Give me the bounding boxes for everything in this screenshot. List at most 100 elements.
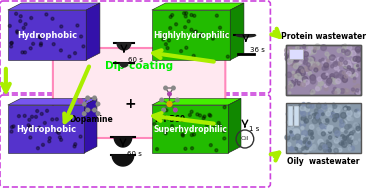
- Circle shape: [338, 70, 340, 72]
- Polygon shape: [152, 105, 228, 153]
- Circle shape: [79, 135, 82, 138]
- Circle shape: [192, 54, 195, 57]
- Circle shape: [297, 59, 302, 65]
- Circle shape: [327, 59, 330, 62]
- Circle shape: [344, 122, 346, 124]
- Circle shape: [303, 138, 307, 141]
- Circle shape: [342, 75, 346, 78]
- Circle shape: [302, 77, 308, 82]
- Circle shape: [86, 108, 90, 112]
- Circle shape: [347, 116, 351, 120]
- Text: Oil: Oil: [241, 136, 249, 142]
- Circle shape: [342, 77, 348, 82]
- Polygon shape: [112, 155, 134, 166]
- Circle shape: [187, 20, 190, 23]
- Circle shape: [346, 45, 352, 50]
- Circle shape: [10, 45, 13, 48]
- Circle shape: [356, 89, 359, 92]
- Circle shape: [331, 74, 333, 77]
- Circle shape: [223, 106, 226, 109]
- Circle shape: [153, 122, 156, 125]
- Circle shape: [215, 149, 218, 152]
- Circle shape: [23, 114, 26, 117]
- Circle shape: [358, 68, 360, 71]
- Circle shape: [51, 118, 54, 121]
- Circle shape: [302, 60, 306, 63]
- Circle shape: [355, 65, 358, 68]
- Circle shape: [338, 137, 342, 141]
- FancyBboxPatch shape: [288, 106, 293, 126]
- Circle shape: [307, 46, 310, 49]
- Circle shape: [34, 115, 38, 118]
- Circle shape: [21, 51, 24, 54]
- Circle shape: [349, 69, 354, 74]
- Circle shape: [330, 112, 334, 117]
- Circle shape: [294, 64, 298, 69]
- Circle shape: [343, 44, 347, 48]
- Circle shape: [330, 111, 333, 114]
- Circle shape: [164, 132, 167, 135]
- Circle shape: [330, 105, 333, 108]
- Circle shape: [310, 116, 313, 119]
- Circle shape: [190, 110, 193, 113]
- FancyBboxPatch shape: [286, 45, 360, 95]
- Circle shape: [290, 106, 292, 108]
- Circle shape: [296, 70, 302, 76]
- Circle shape: [318, 139, 323, 145]
- Circle shape: [323, 145, 327, 149]
- Polygon shape: [120, 63, 128, 67]
- Circle shape: [57, 132, 60, 135]
- Circle shape: [330, 55, 335, 60]
- Circle shape: [315, 44, 320, 50]
- Circle shape: [308, 142, 310, 144]
- Text: Hydrophobic: Hydrophobic: [16, 125, 76, 133]
- Circle shape: [331, 65, 334, 68]
- Circle shape: [321, 113, 324, 116]
- Circle shape: [325, 52, 329, 56]
- Circle shape: [321, 73, 327, 79]
- Circle shape: [36, 110, 39, 113]
- Circle shape: [343, 63, 349, 68]
- Circle shape: [317, 119, 321, 122]
- Circle shape: [308, 66, 312, 70]
- Circle shape: [324, 63, 328, 68]
- Circle shape: [357, 130, 360, 133]
- Circle shape: [342, 50, 346, 54]
- Circle shape: [342, 136, 347, 140]
- Circle shape: [296, 46, 299, 50]
- Circle shape: [321, 132, 326, 136]
- Circle shape: [323, 60, 326, 64]
- Circle shape: [322, 104, 327, 109]
- Circle shape: [342, 71, 345, 74]
- Circle shape: [343, 64, 346, 67]
- Circle shape: [203, 115, 206, 118]
- Polygon shape: [236, 35, 256, 37]
- Circle shape: [290, 47, 292, 49]
- Circle shape: [332, 103, 335, 106]
- Circle shape: [219, 26, 222, 29]
- Circle shape: [322, 120, 325, 123]
- Circle shape: [293, 107, 298, 112]
- Circle shape: [306, 50, 310, 54]
- Text: 1 s: 1 s: [249, 126, 259, 132]
- Circle shape: [326, 128, 331, 133]
- Circle shape: [311, 90, 315, 94]
- FancyBboxPatch shape: [53, 48, 225, 138]
- Circle shape: [345, 130, 347, 133]
- Circle shape: [303, 80, 306, 82]
- Circle shape: [352, 90, 355, 93]
- Circle shape: [338, 148, 342, 152]
- Circle shape: [355, 110, 357, 112]
- Circle shape: [334, 136, 338, 140]
- Circle shape: [164, 129, 167, 132]
- Circle shape: [351, 118, 353, 121]
- Circle shape: [328, 108, 332, 112]
- Circle shape: [289, 146, 293, 151]
- Circle shape: [334, 148, 338, 153]
- Circle shape: [315, 109, 318, 113]
- Circle shape: [306, 141, 312, 147]
- Circle shape: [289, 117, 292, 120]
- Circle shape: [327, 126, 333, 131]
- Circle shape: [316, 103, 321, 108]
- Circle shape: [164, 43, 167, 46]
